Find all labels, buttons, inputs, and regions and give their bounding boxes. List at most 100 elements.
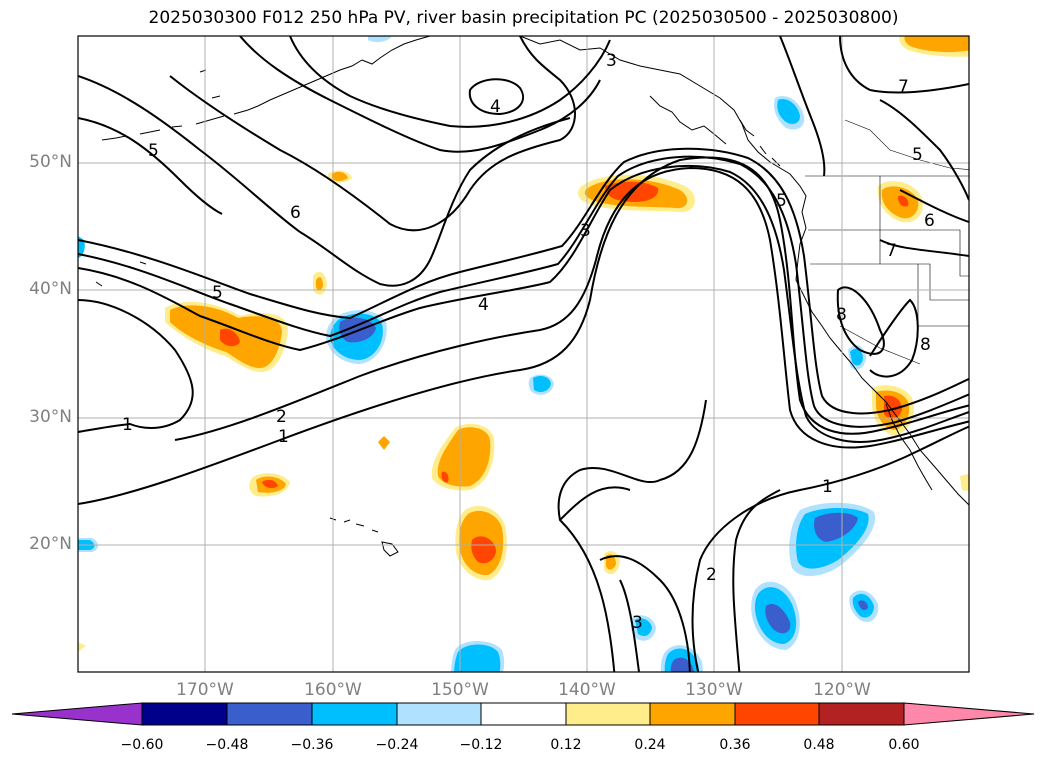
pv-contour-label: 3 [580,221,591,241]
lat-label: 40°N [29,279,72,299]
pv-contour-label: 5 [148,141,159,161]
pv-contour-line [869,298,919,378]
lon-label: 170°W [176,680,234,700]
pv-contour-line [899,189,969,223]
pv-contour-label: 1 [122,415,133,435]
pv-contour-label: 2 [706,565,717,585]
pv-contour-label: 1 [278,427,289,447]
pv-contours [78,36,969,672]
colorbar-tick-label: 0.24 [634,737,666,753]
pv-contour-line [174,166,969,449]
precip-positive-area [437,427,491,487]
precip-positive-area [316,277,323,291]
lon-label: 140°W [558,680,616,700]
precip-positive-area [898,195,909,207]
pv-contour-line [78,165,969,443]
pv-contour-label: 4 [490,97,501,117]
gridlines [78,36,969,672]
colorbar-tick-label: −0.12 [459,737,503,753]
map-frame [77,35,970,673]
precip-negative-area [635,618,652,636]
pv-contour-label: 6 [924,211,935,231]
colorbar-bin [649,702,736,726]
precip-positive-area [78,642,86,652]
colorbar-extend-low [11,702,143,726]
pv-contour-line [599,555,691,672]
precip-negative-area [765,603,791,634]
precip-positive-area [904,36,969,53]
precip-positive-area [884,395,902,419]
lat-label: 30°N [29,407,72,427]
lon-label: 130°W [685,680,743,700]
precip-positive-area [471,536,496,564]
lat-label: 20°N [29,534,72,554]
colorbar-tick-label: 0.36 [719,737,751,753]
pv-contour-line [559,486,631,521]
pv-contour-label: 5 [776,191,787,211]
colorbar-tick-label: −0.24 [375,737,419,753]
precip-positive-area [220,328,240,347]
colorbar-bin [818,702,905,726]
pv-contour-label: 7 [898,77,909,97]
pv-contour-label: 1 [822,477,833,497]
pv-contour-line [779,36,826,177]
precip-positive-area [960,473,969,492]
pv-contour-line [879,99,969,201]
colorbar-bin [480,702,567,726]
colorbar-tick-label: −0.60 [120,737,164,753]
colorbar-bin [565,702,651,726]
colorbar-tick-label: 0.60 [888,737,920,753]
pv-contour-line [78,156,969,505]
pv-contour-label: 6 [290,203,301,223]
precip-negative-area [454,644,501,672]
precip-negative-area [858,600,868,610]
pv-contour-label: 7 [886,241,897,261]
precip-negative-area [777,98,800,124]
pv-contour-line [839,36,969,94]
pv-contour-line [239,36,601,153]
colorbar-bin [396,702,482,726]
lat-label: 50°N [29,152,72,172]
pv-contour-line [289,36,611,128]
pv-contour-line [78,117,223,215]
pv-contour-line [78,155,969,428]
pv-contour-label: 5 [912,145,923,165]
lon-label: 120°W [813,680,871,700]
colorbar-tick-label: 0.12 [550,737,582,753]
pv-contour-line [169,36,576,232]
precip-negative-area [814,512,858,542]
lon-label: 160°W [304,680,362,700]
precip-negative-area [850,348,863,366]
colorbar-bin [311,702,398,726]
colorbar-tick-label: 0.48 [803,737,835,753]
colorbar-tick-label: −0.36 [290,737,334,753]
pv-contour-line [619,579,641,672]
precip-negative-area [670,657,694,672]
pv-contour-line [78,75,571,287]
pv-contour-line [879,239,969,257]
pv-contour-line [78,299,194,433]
map-title: 2025030300 F012 250 hPa PV, river basin … [148,8,899,28]
pv-contour-label: 2 [276,407,287,427]
precip-positive-area [378,436,390,450]
coastlines [95,36,969,557]
precip-negative-area [368,36,392,43]
pv-contour-label: 3 [632,613,643,633]
precip-negative-area [533,376,551,392]
pv-contour-line [468,78,525,116]
lon-label: 150°W [431,680,489,700]
pv-contour-line [78,147,969,415]
colorbar-bin [734,702,820,726]
pv-contour-label: 4 [478,295,489,315]
colorbar-tick-label: −0.48 [205,737,249,753]
pv-contour-line [691,425,969,672]
pv-contour-line [836,286,885,355]
pv-contour-label-group: 1 2 1 5 6 5 4 4 3 3 7 5 6 7 8 8 5 1 2 3 [122,51,935,633]
pv-contour-label: 5 [212,283,223,303]
pv-contour-line [732,489,781,672]
pv-contour-label: 3 [606,51,617,71]
colorbar-bin [226,702,313,726]
colorbar-bin [141,702,228,726]
precip-positive-area [441,471,449,483]
